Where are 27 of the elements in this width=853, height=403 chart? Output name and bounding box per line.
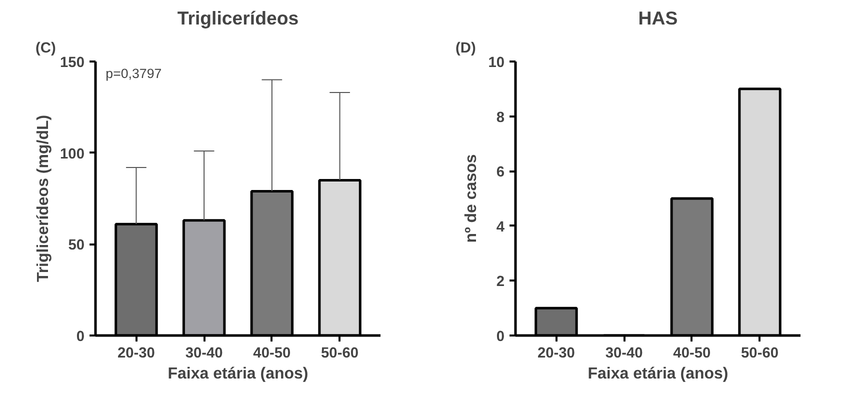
x-tick-label: 20-30 (537, 346, 575, 362)
annotation: p=0,3797 (106, 66, 162, 81)
text: (D) (456, 40, 476, 56)
y-tick-label: 0 (76, 329, 85, 345)
y-tick-label: 6 (496, 164, 505, 181)
x-axis-title: Faixa etária (anos) (588, 366, 728, 382)
x-tick-label: 40-50 (253, 346, 291, 362)
chart-title: HAS (638, 8, 678, 28)
y-tick-label: 100 (60, 146, 85, 162)
y-tick-label: 4 (496, 219, 506, 236)
x-axis-title: Faixa etária (anos) (168, 366, 308, 382)
y-tick-label: 8 (496, 110, 505, 126)
x-tick-label: 50-60 (741, 346, 779, 362)
y-axis-title: Triglicerídeos (mg/dL) (35, 114, 52, 282)
x-tick-label: 30-40 (605, 346, 643, 362)
y-tick-label: 150 (60, 55, 85, 71)
y-tick-label: 2 (496, 274, 505, 290)
y-tick-label: 10 (488, 55, 505, 71)
y-tick-label: 50 (68, 238, 85, 254)
x-tick-label: 50-60 (321, 346, 359, 362)
y-tick-label: 0 (496, 329, 505, 345)
x-tick-label: 20-30 (117, 346, 155, 362)
y-axis-title: nº de casos (463, 154, 480, 243)
text: (C) (36, 40, 56, 56)
chart-title: Triglicerídeos (177, 8, 299, 28)
x-tick-label: 40-50 (673, 346, 711, 362)
x-tick-label: 30-40 (185, 346, 223, 362)
